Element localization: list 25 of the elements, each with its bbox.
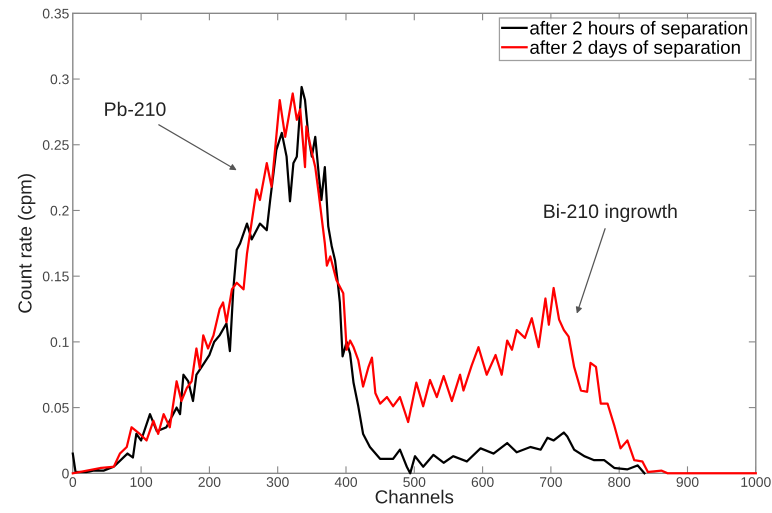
x-tick-label: 500: [403, 477, 426, 487]
x-axis-title: Channels: [376, 490, 454, 504]
y-axis-title: Count rate (cpm): [18, 174, 36, 313]
y-tick-label: 0.15: [42, 272, 69, 282]
y-tick-label: 0.3: [50, 74, 69, 84]
x-tick-label: 300: [266, 477, 289, 487]
y-tick-label: 0.2: [50, 206, 69, 216]
x-tick-label: 700: [540, 477, 562, 487]
x-tick-label: 100: [130, 477, 152, 487]
annotation: Bi-210 ingrowth: [544, 204, 677, 222]
legend-label: after 2 days of separation: [530, 40, 740, 58]
y-tick-label: 0.35: [42, 8, 69, 19]
x-tick-label: 900: [676, 477, 699, 487]
y-tick-label: 0.1: [50, 337, 69, 348]
x-tick-label: 800: [608, 477, 630, 487]
y-tick-label: 0.25: [42, 140, 69, 150]
y-tick-label: 0: [62, 468, 69, 478]
y-tick-label: 0.05: [42, 402, 69, 413]
annotation: Pb-210: [105, 102, 166, 116]
x-tick-label: 200: [198, 477, 220, 487]
x-tick-label: 0: [69, 477, 76, 487]
x-tick-label: 600: [472, 477, 494, 487]
x-tick-label: 1000: [741, 477, 771, 487]
x-tick-label: 400: [334, 477, 358, 487]
legend-label: after 2 hours of separation: [530, 20, 748, 38]
